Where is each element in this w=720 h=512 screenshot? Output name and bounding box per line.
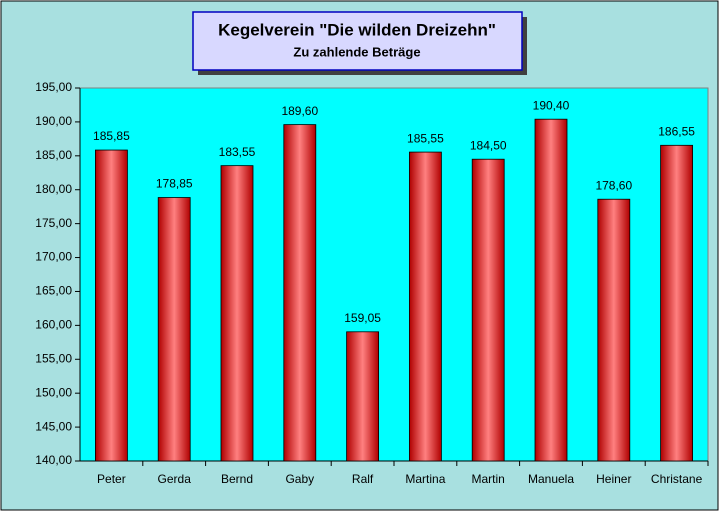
bar [534, 118, 568, 462]
x-tick-label: Ralf [352, 472, 374, 486]
y-tick-label: 150,00 [35, 385, 72, 399]
value-label: 178,85 [156, 177, 193, 191]
x-tick-label: Bernd [221, 472, 253, 486]
y-tick-label: 190,00 [35, 114, 72, 128]
bar [346, 331, 380, 462]
value-label: 159,05 [344, 311, 381, 325]
value-label: 185,85 [93, 129, 130, 143]
value-label: 184,50 [470, 138, 507, 152]
y-tick-label: 185,00 [35, 148, 72, 162]
x-tick-label: Christane [651, 472, 703, 486]
y-tick-label: 145,00 [35, 419, 72, 433]
x-tick-label: Gerda [158, 472, 192, 486]
y-tick-label: 195,00 [35, 80, 72, 94]
x-tick-label: Heiner [596, 472, 631, 486]
x-tick-label: Gaby [285, 472, 314, 486]
y-tick-label: 170,00 [35, 250, 72, 264]
bar [471, 158, 505, 462]
value-label: 190,40 [533, 98, 570, 112]
y-tick-label: 165,00 [35, 284, 72, 298]
bar [95, 149, 128, 462]
bar [597, 198, 631, 462]
title-box [192, 11, 523, 71]
y-tick-label: 140,00 [35, 453, 72, 467]
bar [220, 165, 254, 462]
value-label: 185,55 [407, 131, 444, 145]
x-tick-label: Martin [472, 472, 505, 486]
value-label: 186,55 [658, 124, 695, 138]
value-label: 178,60 [595, 178, 632, 192]
y-tick-label: 180,00 [35, 182, 72, 196]
bar [157, 197, 191, 462]
x-tick-label: Martina [405, 472, 445, 486]
x-tick-label: Manuela [528, 472, 574, 486]
chart-subtitle: Zu zahlende Beträge [293, 44, 420, 59]
chart-title: Kegelverein "Die wilden Dreizehn" [218, 20, 496, 39]
x-tick-label: Peter [97, 472, 126, 486]
bar [660, 144, 693, 462]
y-tick-label: 175,00 [35, 216, 72, 230]
y-tick-label: 155,00 [35, 351, 72, 365]
value-label: 189,60 [281, 104, 318, 118]
y-tick-label: 160,00 [35, 318, 72, 332]
value-label: 183,55 [219, 145, 256, 159]
bar [283, 124, 317, 462]
bar [408, 151, 442, 462]
